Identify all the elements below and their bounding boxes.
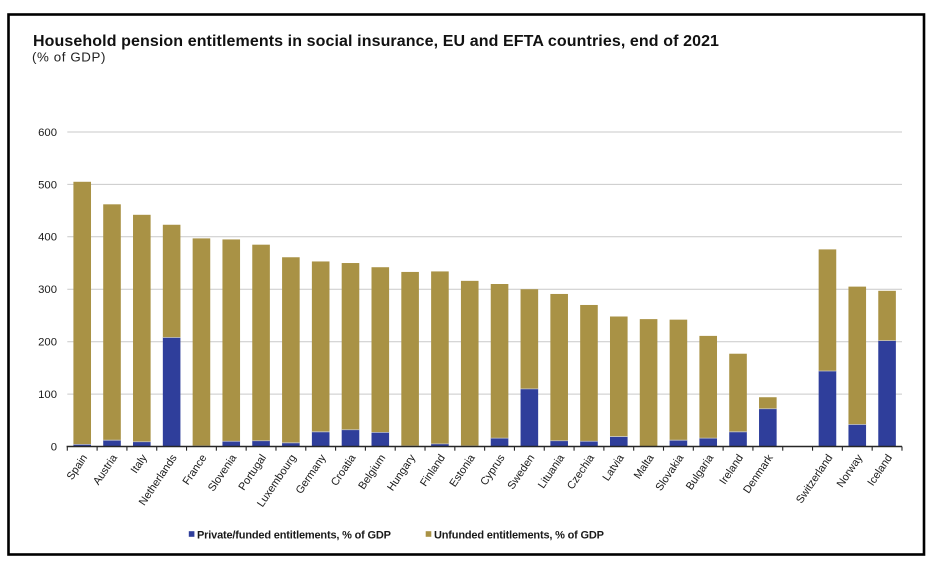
svg-text:200: 200 (38, 337, 57, 349)
svg-text:300: 300 (38, 284, 57, 296)
svg-text:400: 400 (38, 232, 57, 244)
svg-text:(% of GDP): (% of GDP) (32, 49, 106, 64)
svg-text:Unfunded entitlements, % of GD: Unfunded entitlements, % of GDP (434, 529, 604, 541)
svg-text:Private/funded entitlements, %: Private/funded entitlements, % of GDP (197, 529, 391, 541)
svg-text:500: 500 (38, 179, 57, 191)
svg-text:0: 0 (51, 441, 57, 453)
svg-text:600: 600 (38, 127, 57, 139)
svg-text:Household pension entitlements: Household pension entitlements in social… (33, 33, 719, 50)
svg-text:100: 100 (38, 389, 57, 401)
